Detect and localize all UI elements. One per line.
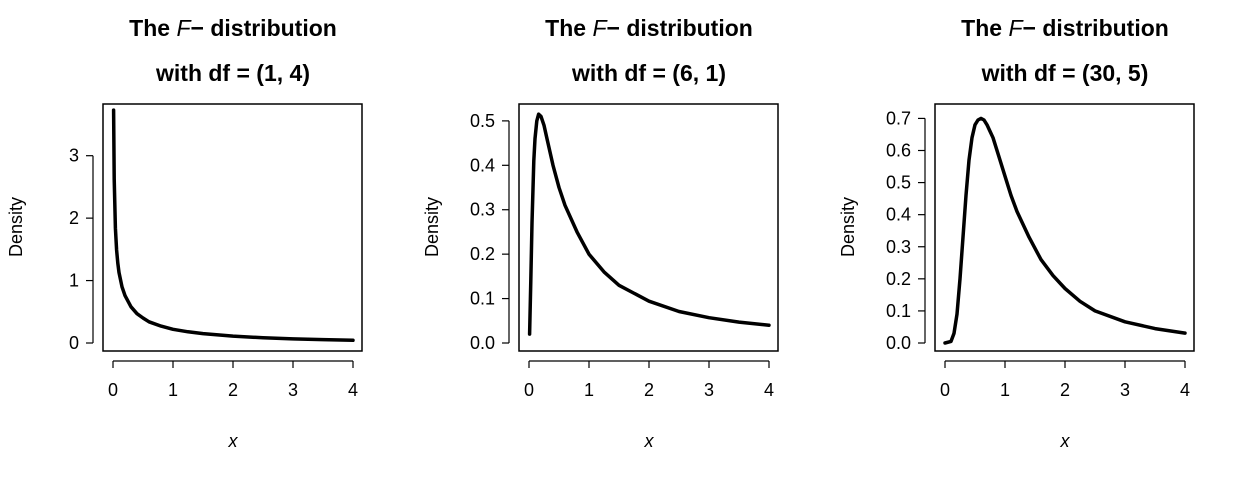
panel-3-subtitle: with df = (30, 5)	[981, 60, 1149, 86]
panel-1-plot-frame	[102, 103, 363, 352]
panel-3-y-tick-label: 0.0	[886, 333, 911, 353]
panel-2-title-prefix: The	[545, 15, 592, 41]
panel-3-y-tick-label: 0.7	[886, 108, 911, 128]
panel-3-y-tick-label: 0.2	[886, 269, 911, 289]
panel-2-x-tick-label: 1	[584, 380, 594, 400]
panel-2-subtitle: with df = (6, 1)	[571, 60, 726, 86]
panel-1-xlabel: x	[228, 431, 239, 451]
panel-1: The F− distribution with df = (1, 4) Den…	[6, 15, 363, 451]
panel-3-ylabel: Density	[838, 197, 858, 257]
panel-3-plot-area: 0 1 2 3 4 0.0 0.1 0.2 0.3 0.4 0.5 0.6 0.7	[886, 108, 1190, 400]
panel-3-y-tick-label: 0.5	[886, 173, 911, 193]
panel-1-density-curve	[111, 108, 355, 343]
panel-2-y-tick-label: 0.5	[470, 111, 495, 131]
panel-2-xlabel: x	[644, 431, 655, 451]
panel-3-title-italic: F	[1008, 15, 1024, 41]
panel-1-ylabel: Density	[6, 197, 26, 257]
panel-2-x-tick-label: 3	[704, 380, 714, 400]
panel-2-plot-area: 0 1 2 3 4 0.0 0.1 0.2 0.3 0.4 0.5	[470, 111, 774, 400]
panel-3-y-tick-label: 0.3	[886, 237, 911, 257]
panel-3-density-curve	[943, 116, 1187, 345]
panel-2: The F− distribution with df = (6, 1) Den…	[422, 15, 779, 451]
panel-3-y-tick-label: 0.1	[886, 301, 911, 321]
panel-1-x-tick-label: 0	[108, 380, 118, 400]
panel-2-density-curve	[527, 112, 771, 336]
panel-1-y-tick-label: 0	[69, 333, 79, 353]
panel-2-y-tick-label: 0.0	[470, 333, 495, 353]
panel-3-title-prefix: The	[961, 15, 1008, 41]
panel-2-ylabel: Density	[422, 197, 442, 257]
panel-2-y-tick-label: 0.1	[470, 289, 495, 309]
panel-2-x-tick-label: 4	[764, 380, 774, 400]
panel-1-title-prefix: The	[129, 15, 176, 41]
panel-3-xlabel: x	[1060, 431, 1071, 451]
panel-1-x-tick-label: 4	[348, 380, 358, 400]
panel-3-plot-frame	[934, 103, 1195, 352]
panel-3-x-tick-label: 2	[1060, 380, 1070, 400]
panel-1-title-italic: F	[176, 15, 192, 41]
panel-2-y-tick-label: 0.2	[470, 244, 495, 264]
panel-3-x-tick-label: 3	[1120, 380, 1130, 400]
panel-1-x-tick-label: 2	[228, 380, 238, 400]
panel-3-x-tick-label: 4	[1180, 380, 1190, 400]
panel-1-subtitle: with df = (1, 4)	[155, 60, 310, 86]
panel-3-x-tick-label: 1	[1000, 380, 1010, 400]
panel-2-x-tick-label: 0	[524, 380, 534, 400]
panel-2-title-suffix: − distribution	[607, 15, 753, 41]
panel-3-y-tick-label: 0.4	[886, 205, 911, 225]
panel-1-y-tick-label: 2	[69, 208, 79, 228]
panel-2-plot-frame	[518, 103, 779, 352]
panel-1-title: The F− distribution	[129, 15, 337, 41]
panel-3-x-tick-label: 0	[940, 380, 950, 400]
panel-2-x-tick-label: 2	[644, 380, 654, 400]
panel-1-y-tick-label: 1	[69, 271, 79, 291]
panel-1-plot-area: 0 1 2 3 4 0 1 2 3	[69, 108, 358, 400]
panel-2-y-tick-label: 0.4	[470, 155, 495, 175]
panel-1-x-tick-label: 3	[288, 380, 298, 400]
panel-2-title-italic: F	[592, 15, 608, 41]
panel-2-title: The F− distribution	[545, 15, 753, 41]
panel-3-y-tick-label: 0.6	[886, 141, 911, 161]
panel-1-title-suffix: − distribution	[191, 15, 337, 41]
panel-2-y-tick-label: 0.3	[470, 200, 495, 220]
panel-3-title: The F− distribution	[961, 15, 1169, 41]
panel-1-y-tick-label: 3	[69, 146, 79, 166]
panel-3-title-suffix: − distribution	[1023, 15, 1169, 41]
panel-3: The F− distribution with df = (30, 5) De…	[838, 15, 1195, 451]
panel-1-x-tick-label: 1	[168, 380, 178, 400]
